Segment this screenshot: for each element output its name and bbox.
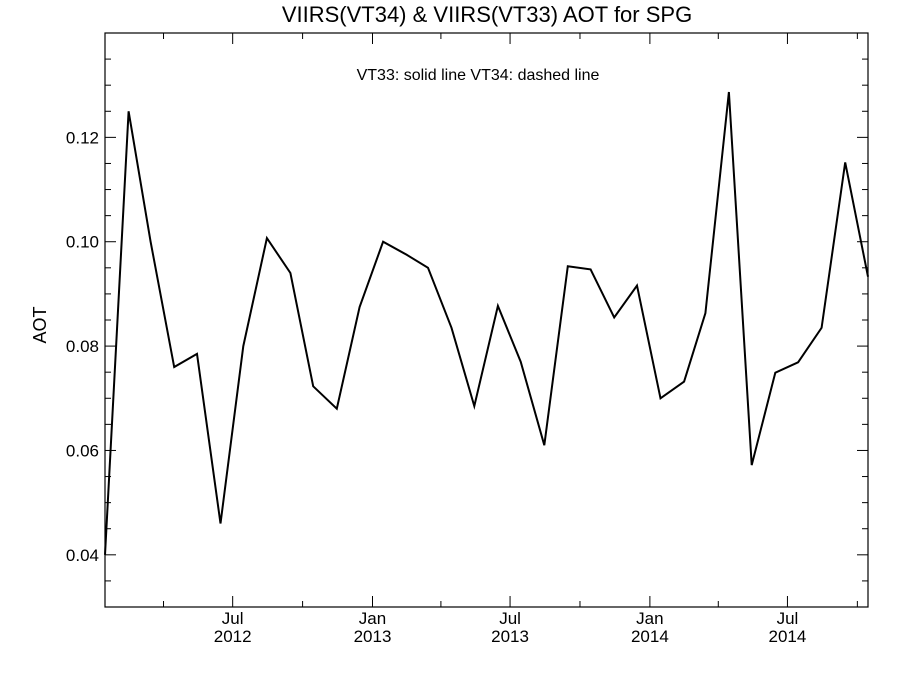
y-tick-label: 0.08 (66, 337, 99, 356)
line-style-annotation: VT33: solid line VT34: dashed line (357, 67, 600, 84)
y-tick-label: 0.12 (66, 128, 99, 147)
x-tick-month-label: Jul (777, 609, 799, 628)
y-tick-label: 0.04 (66, 546, 99, 565)
y-tick-labels: 0.04 0.06 0.08 0.10 0.12 (66, 128, 99, 564)
x-tick-year-label: 2013 (491, 627, 529, 646)
y-axis-label: AOT (30, 306, 50, 343)
x-tick-month-label: Jan (359, 609, 386, 628)
x-tick-month-label: Jul (222, 609, 244, 628)
series-layer (104, 91, 869, 555)
chart-title: VIIRS(VT34) & VIIRS(VT33) AOT for SPG (282, 2, 692, 27)
y-tick-label: 0.10 (66, 233, 99, 252)
x-tick-year-label: 2014 (631, 627, 669, 646)
x-tick-year-label: 2012 (214, 627, 252, 646)
series-line-vt33 (104, 91, 869, 555)
x-tick-month-label: Jan (636, 609, 663, 628)
x-tick-year-label: 2013 (354, 627, 392, 646)
x-tick-year-label: 2014 (769, 627, 807, 646)
y-tick-label: 0.06 (66, 441, 99, 460)
x-tick-month-label: Jul (499, 609, 521, 628)
